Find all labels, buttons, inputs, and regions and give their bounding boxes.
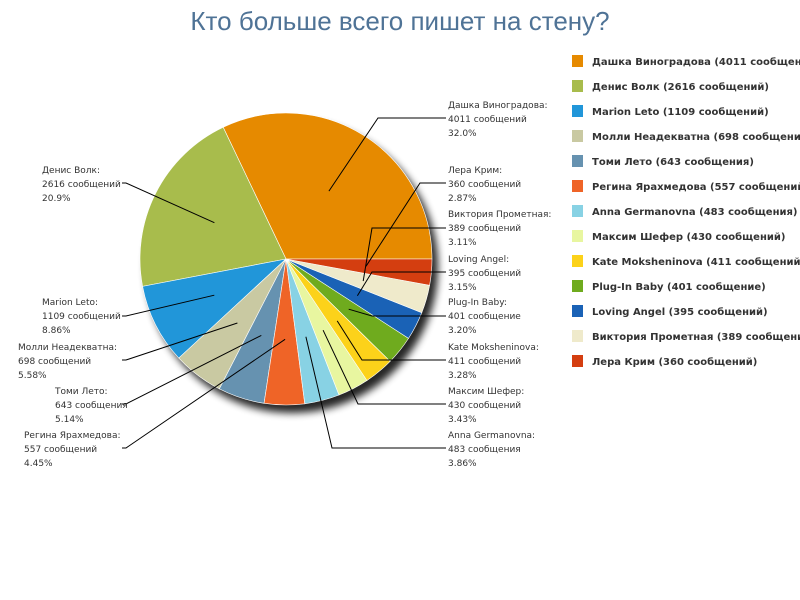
legend-swatch [572, 330, 583, 342]
slice-label-value: 411 сообщений [448, 357, 521, 367]
legend-label: Регина Ярахмедова (557 сообщений) [592, 181, 800, 193]
legend: Дашка Виноградова (4011 сообщений) Денис … [572, 55, 800, 368]
slice-label-percent: 3.11% [448, 238, 477, 248]
legend-swatch [572, 355, 583, 367]
slice-label-name: Marion Leto: [42, 298, 98, 308]
slice-label-percent: 8.86% [42, 326, 71, 336]
legend-swatch [572, 105, 583, 117]
slice-label-name: Дашка Виноградова: [448, 101, 548, 111]
legend-label: Дашка Виноградова (4011 сообщений) [592, 56, 800, 68]
leader-line [362, 227, 446, 282]
legend-swatch [572, 255, 583, 267]
leader-line [365, 182, 446, 267]
slice-label-percent: 5.14% [55, 415, 84, 425]
leader-line [305, 336, 446, 449]
leader-line [356, 271, 446, 297]
slice-label-value: 1109 сообщений [42, 312, 121, 322]
legend-label: Виктория Прометная (389 сообщений) [592, 331, 800, 343]
slice-label-name: Максим Шефер: [448, 387, 524, 397]
slice-label-name: Plug-In Baby: [448, 298, 507, 308]
legend-label: Loving Angel (395 сообщений) [592, 306, 768, 318]
slice-label-name: Денис Волк: [42, 166, 100, 176]
legend-swatch [572, 305, 583, 317]
leader-line [328, 117, 446, 192]
legend-swatch [572, 205, 583, 217]
legend-swatch [572, 80, 583, 92]
slice-label-percent: 2.87% [448, 194, 477, 204]
legend-label: Томи Лето (643 сообщения) [592, 156, 754, 168]
legend-swatch [572, 55, 583, 67]
legend-label: Marion Leto (1109 сообщений) [592, 106, 769, 118]
leader-line [348, 308, 446, 317]
legend-label: Plug-In Baby (401 сообщение) [592, 281, 766, 293]
slice-labels: Дашка Виноградова: 4011 сообщений 32.0% Ден… [18, 101, 551, 469]
legend-swatch [572, 230, 583, 242]
legend-swatch [572, 130, 583, 142]
slice-label-percent: 32.0% [448, 129, 477, 139]
leader-lines [122, 117, 446, 449]
slice-label-value: 643 сообщения [55, 401, 128, 411]
slice-label-name: Регина Ярахмедова: [24, 431, 121, 441]
legend-label: Kate Moksheninova (411 сообщений) [592, 256, 800, 268]
legend-swatch [572, 180, 583, 192]
slice-label-value: 395 сообщений [448, 269, 521, 279]
leader-line [122, 294, 215, 317]
slice-label-value: 698 сообщений [18, 357, 91, 367]
legend-label: Максим Шефер (430 сообщений) [592, 231, 785, 243]
leader-line [122, 182, 215, 224]
slice-label-name: Лера Крим: [448, 166, 502, 176]
slice-label-percent: 4.45% [24, 459, 53, 469]
pie-slice[interactable] [142, 258, 287, 359]
pie-slice[interactable] [139, 126, 287, 287]
slice-label-percent: 20.9% [42, 194, 71, 204]
pie-slice[interactable] [222, 112, 433, 260]
pie-group [139, 112, 438, 413]
slice-label-value: 483 сообщения [448, 445, 521, 455]
slice-label-name: Молли Неадекватна: [18, 343, 117, 353]
legend-label: Anna Germanovna (483 сообщения) [592, 206, 797, 218]
leader-line [336, 320, 446, 361]
legend-label: Денис Волк (2616 сообщений) [592, 81, 769, 93]
slice-label-value: 401 сообщение [448, 312, 521, 322]
leader-line [122, 322, 238, 361]
slice-label-percent: 3.15% [448, 283, 477, 293]
slice-label-percent: 3.86% [448, 459, 477, 469]
leader-line [122, 338, 286, 449]
slice-label-value: 430 сообщений [448, 401, 521, 411]
slice-label-percent: 3.43% [448, 415, 477, 425]
slice-label-name: Anna Germanovna: [448, 431, 535, 441]
leader-line [322, 329, 446, 405]
slice-label-percent: 3.20% [448, 326, 477, 336]
slice-label-value: 360 сообщений [448, 180, 521, 190]
slice-label-value: 2616 сообщений [42, 180, 121, 190]
slice-label-percent: 3.28% [448, 371, 477, 381]
chart-title: Кто больше всего пишет на стену? [190, 6, 609, 36]
legend-label: Молли Неадекватна (698 сообщений) [592, 131, 800, 143]
slice-label-value: 4011 сообщений [448, 115, 527, 125]
legend-swatch [572, 155, 583, 167]
slice-label-percent: 5.58% [18, 371, 47, 381]
slice-label-name: Loving Angel: [448, 255, 509, 265]
slice-label-name: Kate Moksheninova: [448, 343, 539, 353]
legend-label: Лера Крим (360 сообщений) [592, 356, 757, 368]
slice-label-value: 557 сообщений [24, 445, 97, 455]
slice-label-name: Томи Лето: [54, 387, 108, 397]
legend-swatch [572, 280, 583, 292]
leader-line [122, 334, 262, 405]
slice-label-name: Виктория Прометная: [448, 210, 551, 220]
slice-label-value: 389 сообщений [448, 224, 521, 234]
